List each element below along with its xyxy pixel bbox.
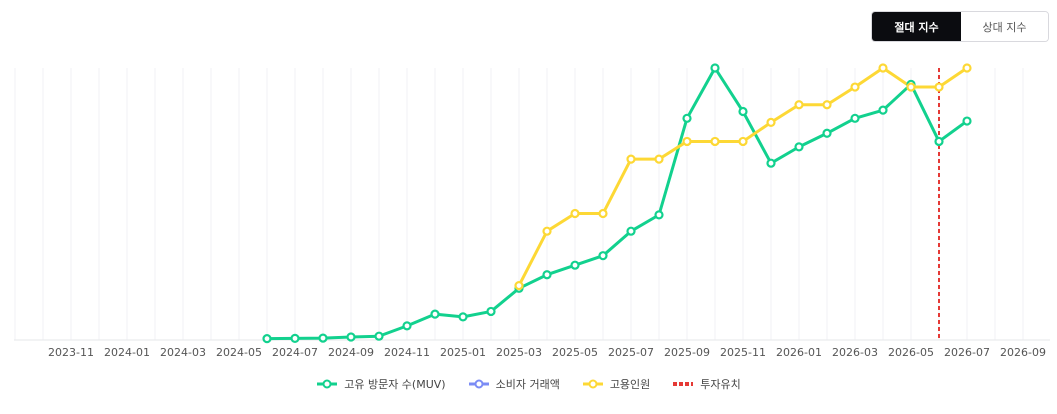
x-tick-label: 2025-05 [552,346,598,359]
x-tick-label: 2026-03 [832,346,878,359]
data-point [542,226,552,236]
data-point [878,105,888,115]
data-point [570,208,580,219]
data-point [962,116,972,126]
data-point [430,309,440,319]
legend-label-consumer-sales: 소비자 거래액 [495,378,560,391]
x-tick-label: 2026-01 [776,346,822,359]
data-point [794,142,804,152]
x-tick-label: 2025-03 [496,346,542,359]
data-point [710,136,720,147]
data-point [766,158,776,168]
data-point [570,260,580,270]
data-point [346,332,356,342]
data-point [458,312,468,322]
absolute-index-button[interactable]: 절대 지수 [872,12,961,41]
x-tick-label: 2024-03 [160,346,206,359]
x-tick-label: 2026-05 [888,346,934,359]
data-point [374,331,384,341]
chart-legend: 고유 방문자 수(MUV) 소비자 거래액 고용인원 투자유치 [0,376,1057,392]
x-tick-label: 2024-11 [384,346,430,359]
data-point [262,334,272,344]
data-point [822,100,832,110]
x-tick-label: 2024-07 [272,346,318,359]
x-tick-label: 2024-01 [104,346,150,359]
x-tick-label: 2025-07 [608,346,654,359]
data-point [878,63,888,73]
data-point [738,106,748,117]
data-point [598,208,608,219]
data-point [290,333,300,343]
data-point [794,100,804,110]
data-point [822,128,832,138]
data-point [962,63,972,73]
data-point [682,136,692,147]
data-point [598,251,608,261]
legend-employees-swatch-icon [582,379,603,389]
data-point [850,113,860,123]
data-point [934,82,944,92]
legend-item-muv[interactable]: 고유 방문자 수(MUV) [316,376,446,392]
data-point [906,82,916,92]
legend-item-employees[interactable]: 고용인원 [582,376,650,392]
legend-item-investment[interactable]: 투자유치 [672,376,741,392]
legend-investment-swatch-icon [673,382,694,386]
relative-index-button[interactable]: 상대 지수 [961,12,1048,41]
data-point [402,321,412,331]
x-tick-label: 2023-11 [48,346,94,359]
data-point [766,117,776,128]
x-tick-label: 2026-09 [1000,346,1046,359]
legend-label-employees: 고용인원 [609,378,651,391]
legend-item-consumer-sales[interactable]: 소비자 거래액 [468,376,560,392]
legend-label-muv: 고유 방문자 수(MUV) [344,378,446,391]
data-point [486,306,496,317]
data-point [850,82,860,92]
x-tick-label: 2025-11 [720,346,766,359]
data-point [542,270,552,280]
data-point [514,281,524,291]
data-point [682,113,692,123]
legend-muv-swatch-icon [317,379,338,389]
x-tick-label: 2024-05 [216,346,262,359]
data-point [626,226,636,236]
series-line-0 [266,66,968,341]
data-point [710,63,720,73]
x-tick-label: 2025-01 [440,346,486,359]
line-chart: 2023-11 2024-01 2024-03 2024-05 2024-07 2024-… [14,63,1050,359]
x-tick-label: 2026-07 [944,346,990,359]
data-point [654,154,664,164]
data-point [934,136,944,147]
data-point [738,136,748,147]
data-point [626,154,636,164]
data-point [654,210,664,220]
data-point [318,333,328,343]
legend-label-investment: 투자유치 [700,378,741,391]
legend-consumer-swatch-icon [468,379,489,389]
x-tick-label: 2024-09 [328,346,374,359]
x-tick-label: 2025-09 [664,346,710,359]
index-toggle: 절대 지수 상대 지수 [871,11,1049,42]
